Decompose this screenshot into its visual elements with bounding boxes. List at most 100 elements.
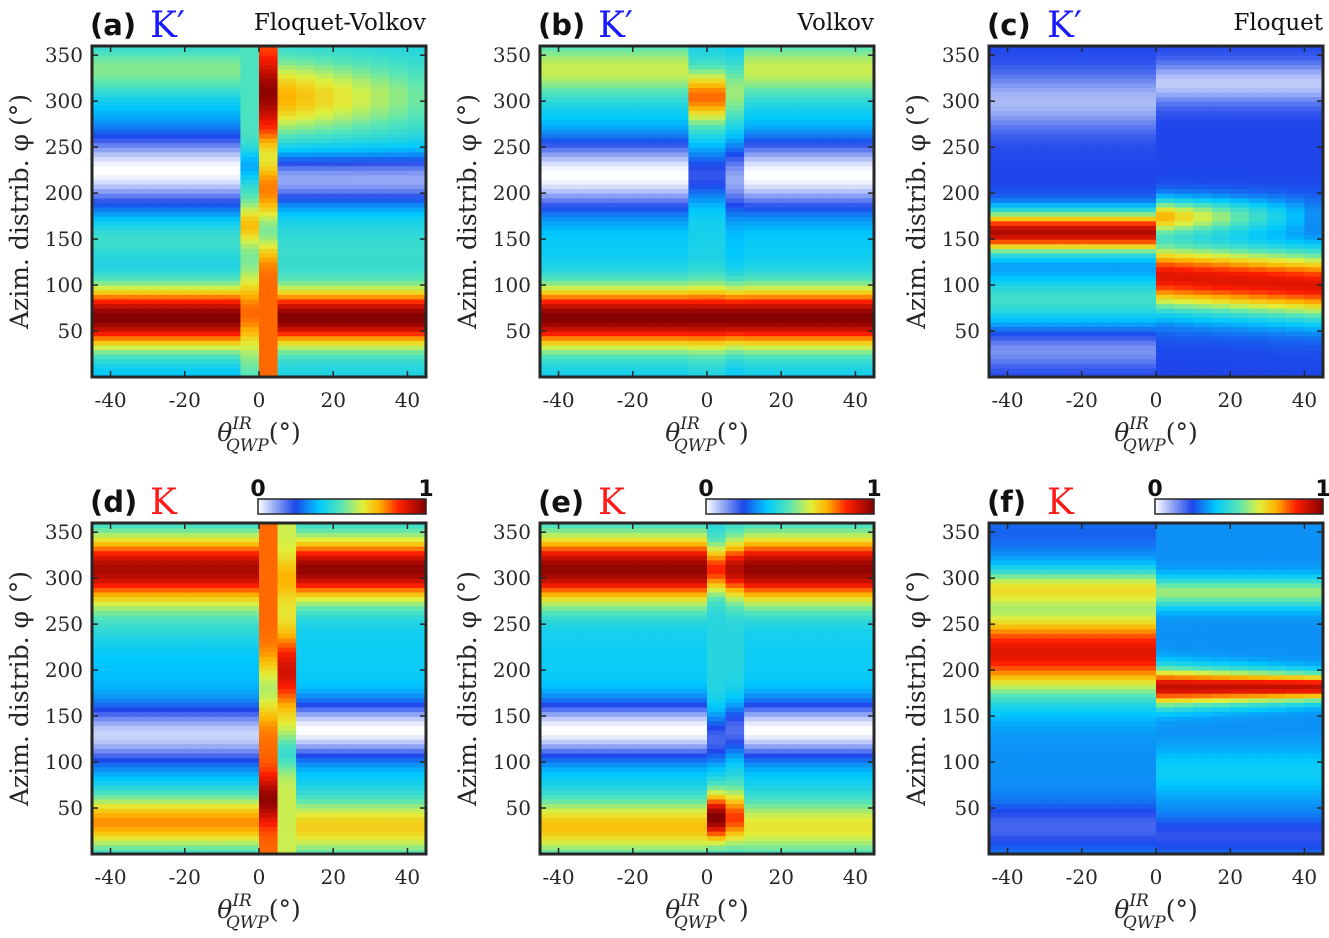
heatmap-cell bbox=[818, 298, 838, 305]
heatmap-cell bbox=[259, 234, 279, 240]
heatmap-cell bbox=[1304, 367, 1324, 374]
heatmap-cell bbox=[1193, 331, 1213, 337]
heatmap-cell bbox=[92, 670, 112, 676]
heatmap-cell bbox=[989, 179, 1009, 185]
heatmap-cell bbox=[1007, 243, 1027, 249]
heatmap-cell bbox=[762, 298, 782, 305]
heatmap-cell bbox=[651, 87, 671, 93]
heatmap-cell bbox=[333, 137, 353, 144]
heatmap-cell bbox=[166, 73, 186, 79]
heatmap-cell bbox=[989, 358, 1009, 364]
heatmap-cell bbox=[1044, 183, 1064, 190]
heatmap-cell bbox=[314, 720, 334, 726]
heatmap-cell bbox=[277, 757, 297, 763]
heatmap-cell bbox=[762, 280, 782, 286]
heatmap-cell bbox=[129, 527, 149, 533]
heatmap-cell bbox=[277, 156, 297, 162]
heatmap-cell bbox=[836, 312, 857, 318]
heatmap-cell bbox=[314, 289, 334, 295]
heatmap-cell bbox=[1193, 211, 1213, 217]
heatmap-cell bbox=[744, 50, 764, 56]
heatmap-cell bbox=[558, 96, 578, 102]
heatmap-cell bbox=[540, 206, 560, 213]
x-tick-label: -40 bbox=[991, 388, 1023, 412]
heatmap-cell bbox=[540, 68, 560, 75]
heatmap-cell bbox=[277, 633, 297, 639]
heatmap-cell bbox=[614, 151, 634, 157]
heatmap-cell bbox=[92, 734, 112, 740]
heatmap-cell bbox=[259, 64, 279, 70]
heatmap-cell bbox=[110, 844, 130, 851]
heatmap-cell bbox=[92, 697, 112, 703]
heatmap-cell bbox=[651, 183, 671, 190]
heatmap-cell bbox=[92, 174, 112, 180]
heatmap-cell bbox=[351, 82, 371, 88]
heatmap-cell bbox=[1174, 298, 1194, 305]
heatmap-cell bbox=[1156, 128, 1176, 134]
heatmap-cell bbox=[110, 229, 130, 236]
heatmap-cell bbox=[595, 257, 615, 263]
heatmap-cell bbox=[595, 142, 615, 148]
heatmap-cell bbox=[166, 179, 186, 185]
heatmap-cell bbox=[799, 87, 819, 93]
heatmap-cell bbox=[1248, 326, 1268, 332]
heatmap-cell bbox=[147, 78, 167, 84]
heatmap-cell bbox=[725, 202, 745, 208]
heatmap-cell bbox=[314, 683, 334, 690]
heatmap-cell bbox=[577, 257, 597, 263]
heatmap-cell bbox=[407, 308, 427, 314]
heatmap-cell bbox=[1285, 188, 1306, 194]
heatmap-cell bbox=[351, 354, 371, 360]
heatmap-cell bbox=[1304, 160, 1324, 167]
heatmap-cell bbox=[688, 340, 708, 346]
heatmap-cell bbox=[407, 211, 427, 217]
heatmap-cell bbox=[540, 243, 560, 249]
heatmap-cell bbox=[221, 628, 242, 634]
heatmap-cell bbox=[632, 193, 652, 199]
heatmap-cell bbox=[203, 271, 223, 277]
heatmap-cell bbox=[1007, 82, 1027, 88]
heatmap-cell bbox=[855, 78, 875, 84]
heatmap-cell bbox=[314, 317, 334, 323]
heatmap-cell bbox=[1081, 174, 1101, 180]
heatmap-cell bbox=[669, 82, 690, 88]
heatmap-cell bbox=[240, 849, 260, 855]
heatmap-cell bbox=[1044, 133, 1064, 139]
heatmap-cell bbox=[110, 610, 130, 616]
heatmap-cell bbox=[296, 340, 316, 346]
heatmap-cell bbox=[1063, 206, 1083, 213]
heatmap-cell bbox=[1156, 82, 1176, 88]
heatmap-cell bbox=[277, 780, 297, 786]
heatmap-cell bbox=[203, 340, 223, 346]
heatmap-cell bbox=[781, 197, 801, 203]
heatmap-cell bbox=[351, 372, 371, 378]
heatmap-cell bbox=[558, 110, 578, 116]
heatmap-cell bbox=[1211, 303, 1231, 309]
heatmap-cell bbox=[166, 729, 186, 736]
heatmap-cell bbox=[632, 151, 652, 157]
heatmap-cell bbox=[1100, 165, 1120, 171]
heatmap-cell bbox=[221, 660, 242, 667]
heatmap-cell bbox=[296, 702, 316, 708]
heatmap-cell bbox=[558, 372, 578, 378]
heatmap-cell bbox=[540, 367, 560, 374]
heatmap-cell bbox=[1137, 294, 1157, 300]
heatmap-cell bbox=[370, 188, 390, 194]
heatmap-cell bbox=[296, 275, 316, 282]
heatmap-cell bbox=[595, 55, 615, 61]
heatmap-cell bbox=[688, 335, 708, 341]
heatmap-cell bbox=[651, 275, 671, 282]
heatmap-cell bbox=[407, 147, 427, 153]
heatmap-cell bbox=[1100, 317, 1120, 323]
heatmap-cell bbox=[129, 656, 149, 662]
heatmap-cell bbox=[688, 114, 708, 121]
heatmap-cell bbox=[688, 128, 708, 134]
heatmap-cell bbox=[333, 298, 353, 305]
heatmap-cell bbox=[277, 660, 297, 667]
heatmap-cell bbox=[1285, 183, 1306, 190]
heatmap-cell bbox=[296, 817, 316, 823]
heatmap-cell bbox=[147, 285, 167, 291]
heatmap-cell bbox=[110, 720, 130, 726]
heatmap-cell bbox=[388, 165, 409, 171]
heatmap-cell bbox=[1248, 87, 1268, 93]
